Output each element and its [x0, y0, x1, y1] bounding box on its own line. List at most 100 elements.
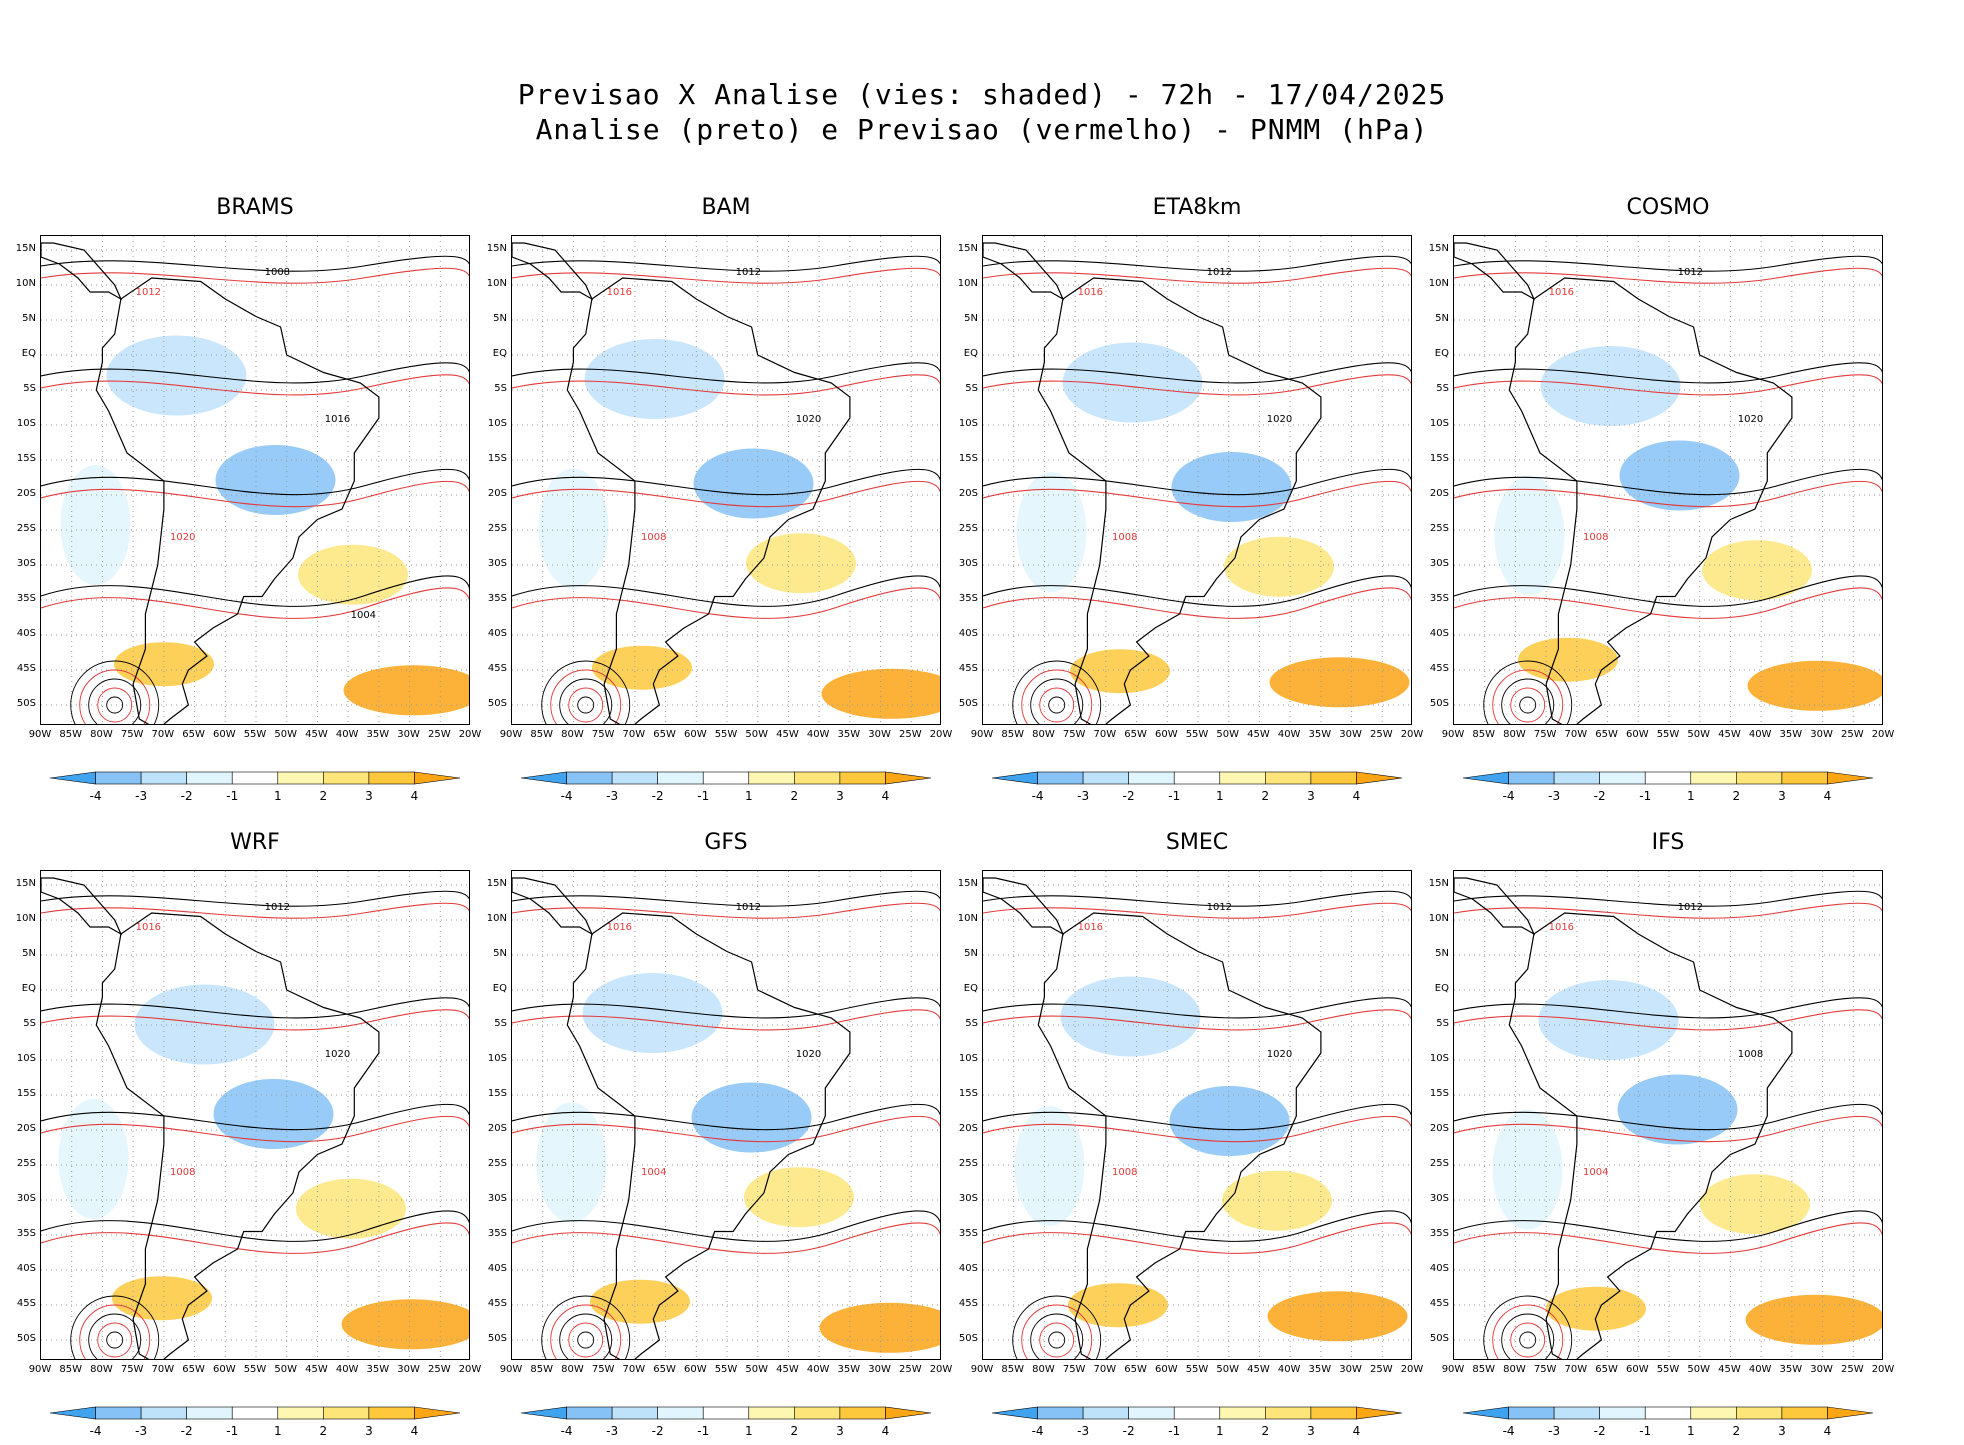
south-america-coastline — [1508, 912, 1793, 1359]
lat-tick-label: 20S — [1429, 1123, 1449, 1134]
colorbar-segment — [1082, 1406, 1129, 1420]
forecast-isobar — [41, 480, 469, 508]
central-america-coastline — [983, 877, 1065, 936]
lon-tick-label: 65W — [1124, 729, 1147, 740]
forecast-isobar — [512, 1009, 940, 1031]
low-pressure-contour — [541, 1295, 631, 1359]
colorbar: -4 -3 -2 -1 1 2 3 4 — [1462, 771, 1874, 803]
lon-tick-label: 20W — [929, 1364, 953, 1375]
colorbar-tick-label: -4 — [1503, 1424, 1515, 1438]
map-plot-area: 1012 1016 1020 1008 — [511, 235, 941, 725]
lon-tick-label: 50W — [274, 1364, 298, 1375]
lon-tick-label: 25W — [1840, 1364, 1864, 1375]
lon-tick-label: 90W — [499, 729, 523, 740]
lat-tick-label: 20S — [16, 488, 36, 499]
lon-tick-label: 85W — [530, 1364, 554, 1375]
forecast-isobar — [983, 902, 1411, 919]
isobar-value-label: 1020 — [796, 1049, 821, 1060]
low-pressure-contour — [1492, 669, 1564, 724]
colorbar-segment — [566, 771, 613, 785]
figure-title-line2: Analise (preto) e Previsao (vermelho) - … — [535, 113, 1429, 146]
lon-tick-label: 50W — [1687, 1364, 1711, 1375]
map-svg: 1012 1016 1020 1004 — [512, 871, 940, 1359]
low-pressure-contour — [1492, 1304, 1564, 1359]
lon-tick-label: 65W — [653, 729, 676, 740]
analysis-isobar — [983, 997, 1411, 1019]
colorbar-segment — [49, 1406, 96, 1420]
forecast-isobar — [983, 480, 1411, 508]
analysis-isobar — [983, 575, 1411, 607]
isobar-value-label: 1004 — [641, 1167, 666, 1178]
lon-tick-label: 70W — [1093, 729, 1117, 740]
colorbar-segment — [1082, 771, 1129, 785]
lat-tick-label: 30S — [487, 558, 507, 569]
analysis-isobar — [41, 997, 469, 1019]
colorbar-segment — [1037, 771, 1084, 785]
low-pressure-contour — [577, 1331, 595, 1349]
colorbar-tick-label: -3 — [1077, 789, 1089, 803]
lat-tick-label: 30S — [16, 558, 36, 569]
forecast-isobar — [1454, 374, 1882, 396]
forecast-isobar — [512, 587, 940, 619]
colorbar-segment — [520, 1406, 567, 1420]
lon-tick-label: 70W — [151, 1364, 175, 1375]
lon-tick-label: 55W — [714, 729, 738, 740]
colorbar-segment — [368, 1406, 415, 1420]
colorbar-tick-label: 1 — [274, 789, 282, 803]
colorbar-tick-label: 1 — [745, 789, 753, 803]
analysis-isobar — [512, 997, 940, 1019]
colorbar-tick-label: 2 — [1733, 789, 1741, 803]
analysis-isobar — [512, 1103, 940, 1131]
colorbar-tick-label: -3 — [606, 789, 618, 803]
isobar-value-label: 1012 — [1207, 267, 1232, 278]
figure-title-line1: Previsao X Analise (vies: shaded) - 72h … — [517, 78, 1447, 111]
lon-tick-label: 60W — [1154, 729, 1178, 740]
lon-tick-label: 25W — [1369, 729, 1393, 740]
central-america-coastline — [41, 242, 123, 301]
lat-tick-label: 50S — [1429, 1333, 1449, 1344]
lon-tick-label: 80W — [1503, 1364, 1526, 1375]
low-pressure-contour — [577, 696, 595, 714]
colorbar-tick-label: -3 — [1548, 1424, 1560, 1438]
colorbar-tick-label: -2 — [1123, 789, 1135, 803]
low-pressure-contour — [1519, 696, 1537, 714]
south-america-coastline — [566, 912, 851, 1359]
lon-tick-label: 30W — [397, 729, 420, 740]
colorbar-segment — [520, 771, 567, 785]
lon-tick-label: 35W — [837, 1364, 861, 1375]
forecast-isobar — [512, 902, 940, 919]
lon-tick-label: 70W — [151, 729, 175, 740]
lat-tick-label: 15S — [487, 453, 507, 464]
bias-shading-area — [693, 448, 814, 519]
lat-tick-label: 20S — [487, 488, 507, 499]
bias-shading-area — [1269, 657, 1410, 708]
lon-tick-label: 60W — [1625, 1364, 1649, 1375]
lon-tick-label: 65W — [1595, 1364, 1618, 1375]
colorbar-tick-label: 2 — [1262, 1424, 1270, 1438]
low-pressure-contour — [541, 660, 631, 724]
colorbar-tick-label: 1 — [745, 1424, 753, 1438]
colorbar-segment — [1690, 771, 1737, 785]
lon-tick-label: 30W — [1339, 729, 1362, 740]
analysis-isobar — [1454, 255, 1882, 272]
colorbar: -4 -3 -2 -1 1 2 3 4 — [49, 1406, 461, 1438]
analysis-isobar — [983, 255, 1411, 272]
lat-tick-label: 5S — [965, 1018, 978, 1029]
colorbar-tick-label: -2 — [181, 1424, 193, 1438]
forecast-isobar — [41, 267, 469, 284]
lat-tick-label: 20S — [958, 1123, 978, 1134]
panel-title: BAM — [701, 195, 751, 220]
colorbar-tick-label: 4 — [1824, 789, 1832, 803]
lon-tick-label: 45W — [776, 729, 799, 740]
panel-title: IFS — [1651, 830, 1685, 855]
bias-shading-area — [691, 1082, 812, 1153]
colorbar-tick-label: -1 — [1168, 789, 1180, 803]
forecast-isobar — [512, 480, 940, 508]
low-pressure-contour — [1021, 1304, 1093, 1359]
colorbar-segment — [566, 1406, 613, 1420]
low-pressure-contour — [1039, 1322, 1075, 1358]
colorbar-tick-label: 3 — [836, 789, 844, 803]
colorbar-segment — [277, 771, 324, 785]
colorbar-segment — [140, 771, 187, 785]
lon-tick-label: 40W — [1748, 729, 1772, 740]
